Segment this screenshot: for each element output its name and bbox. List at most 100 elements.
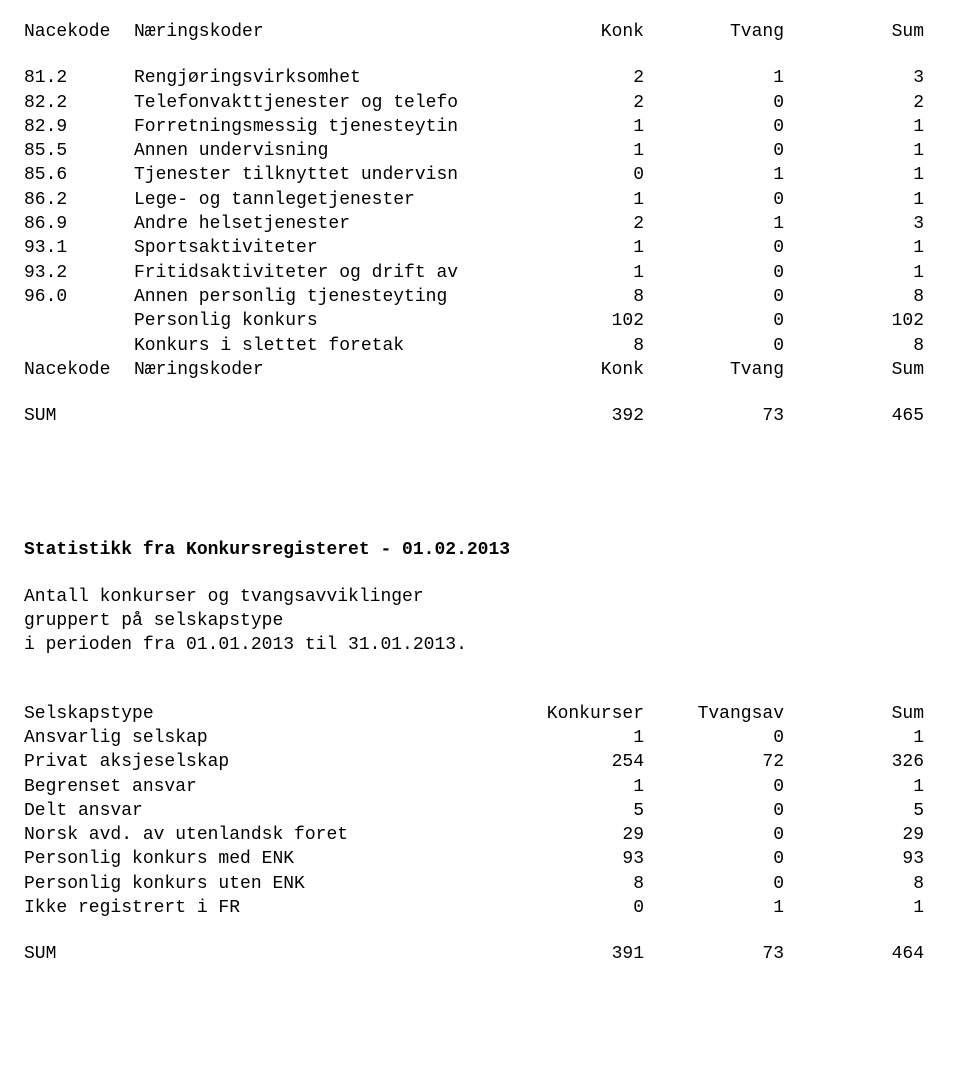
table-row: Ikke registrert i FR011	[24, 896, 936, 920]
cell-name: Konkurs i slettet foretak	[134, 334, 504, 358]
subtitle-line: i perioden fra 01.01.2013 til 31.01.2013…	[24, 633, 936, 657]
cell-tvang: 1	[644, 896, 784, 920]
sum-konk: 392	[504, 404, 644, 428]
col-name: Næringskoder	[134, 358, 504, 382]
table-row: 85.6Tjenester tilknyttet undervisn011	[24, 163, 936, 187]
cell-code: 82.2	[24, 91, 134, 115]
cell-name: Personlig konkurs	[134, 309, 504, 333]
table-header: Nacekode Næringskoder Konk Tvang Sum	[24, 20, 936, 44]
col-sum: Sum	[784, 20, 924, 44]
section-gap	[24, 428, 936, 538]
cell-sum: 102	[784, 309, 924, 333]
cell-konk: 93	[504, 847, 644, 871]
table-body: Ansvarlig selskap101Privat aksjeselskap2…	[24, 726, 936, 920]
table-row: 82.2Telefonvakttjenester og telefo202	[24, 91, 936, 115]
sum-tvang: 73	[644, 404, 784, 428]
cell-tvang: 72	[644, 750, 784, 774]
cell-type: Ikke registrert i FR	[24, 896, 504, 920]
col-konk: Konk	[504, 358, 644, 382]
table-body: 81.2Rengjøringsvirksomhet21382.2Telefonv…	[24, 66, 936, 358]
cell-konk: 2	[504, 91, 644, 115]
cell-sum: 1	[784, 115, 924, 139]
table-row: 86.2Lege- og tannlegetjenester101	[24, 188, 936, 212]
cell-konk: 5	[504, 799, 644, 823]
section-title: Statistikk fra Konkursregisteret - 01.02…	[24, 538, 936, 562]
cell-sum: 1	[784, 726, 924, 750]
spacer	[24, 920, 936, 942]
cell-konk: 2	[504, 66, 644, 90]
cell-sum: 8	[784, 285, 924, 309]
col-tvangsav: Tvangsav	[644, 702, 784, 726]
cell-tvang: 1	[644, 66, 784, 90]
cell-konk: 2	[504, 212, 644, 236]
cell-konk: 1	[504, 775, 644, 799]
sum-label: SUM	[24, 942, 504, 966]
table-row: 93.2Fritidsaktiviteter og drift av101	[24, 261, 936, 285]
col-code: Nacekode	[24, 358, 134, 382]
table-row: 85.5Annen undervisning101	[24, 139, 936, 163]
table-row: Personlig konkurs uten ENK808	[24, 872, 936, 896]
col-type: Selskapstype	[24, 702, 504, 726]
cell-konk: 1	[504, 139, 644, 163]
col-tvang: Tvang	[644, 20, 784, 44]
cell-sum: 1	[784, 896, 924, 920]
cell-name: Andre helsetjenester	[134, 212, 504, 236]
cell-konk: 1	[504, 726, 644, 750]
cell-tvang: 0	[644, 872, 784, 896]
cell-tvang: 0	[644, 309, 784, 333]
table-header: Nacekode Næringskoder Konk Tvang Sum	[24, 358, 936, 382]
sum-sum: 465	[784, 404, 924, 428]
table-row: 96.0Annen personlig tjenesteyting808	[24, 285, 936, 309]
cell-tvang: 0	[644, 847, 784, 871]
cell-type: Norsk avd. av utenlandsk foret	[24, 823, 504, 847]
cell-konk: 1	[504, 115, 644, 139]
cell-konk: 8	[504, 334, 644, 358]
cell-konk: 8	[504, 872, 644, 896]
cell-name: Lege- og tannlegetjenester	[134, 188, 504, 212]
table-row: Konkurs i slettet foretak808	[24, 334, 936, 358]
table-row: Privat aksjeselskap25472326	[24, 750, 936, 774]
table-header: Selskapstype Konkurser Tvangsav Sum	[24, 702, 936, 726]
cell-name: Forretningsmessig tjenesteytin	[134, 115, 504, 139]
sum-row: SUM 392 73 465	[24, 404, 936, 428]
sum-konk: 391	[504, 942, 644, 966]
cell-sum: 3	[784, 66, 924, 90]
table-row: Personlig konkurs1020102	[24, 309, 936, 333]
cell-name: Fritidsaktiviteter og drift av	[134, 261, 504, 285]
table-row: Delt ansvar505	[24, 799, 936, 823]
cell-tvang: 0	[644, 139, 784, 163]
cell-code	[24, 309, 134, 333]
cell-name: Rengjøringsvirksomhet	[134, 66, 504, 90]
cell-name: Annen undervisning	[134, 139, 504, 163]
cell-sum: 3	[784, 212, 924, 236]
col-tvang: Tvang	[644, 358, 784, 382]
cell-name: Tjenester tilknyttet undervisn	[134, 163, 504, 187]
cell-tvang: 1	[644, 212, 784, 236]
cell-name: Sportsaktiviteter	[134, 236, 504, 260]
cell-sum: 29	[784, 823, 924, 847]
col-name: Næringskoder	[134, 20, 504, 44]
cell-tvang: 0	[644, 334, 784, 358]
col-konkurser: Konkurser	[504, 702, 644, 726]
cell-sum: 1	[784, 775, 924, 799]
cell-konk: 1	[504, 188, 644, 212]
cell-name: Telefonvakttjenester og telefo	[134, 91, 504, 115]
col-konk: Konk	[504, 20, 644, 44]
cell-sum: 1	[784, 139, 924, 163]
cell-konk: 0	[504, 896, 644, 920]
cell-konk: 1	[504, 236, 644, 260]
cell-tvang: 0	[644, 799, 784, 823]
cell-sum: 1	[784, 188, 924, 212]
subtitle-line: gruppert på selskapstype	[24, 609, 936, 633]
cell-tvang: 0	[644, 261, 784, 285]
cell-tvang: 0	[644, 115, 784, 139]
cell-konk: 29	[504, 823, 644, 847]
cell-sum: 93	[784, 847, 924, 871]
table-row: 81.2Rengjøringsvirksomhet213	[24, 66, 936, 90]
cell-konk: 1	[504, 261, 644, 285]
cell-konk: 102	[504, 309, 644, 333]
sum-tvang: 73	[644, 942, 784, 966]
cell-sum: 2	[784, 91, 924, 115]
cell-tvang: 0	[644, 726, 784, 750]
table-row: 82.9Forretningsmessig tjenesteytin101	[24, 115, 936, 139]
